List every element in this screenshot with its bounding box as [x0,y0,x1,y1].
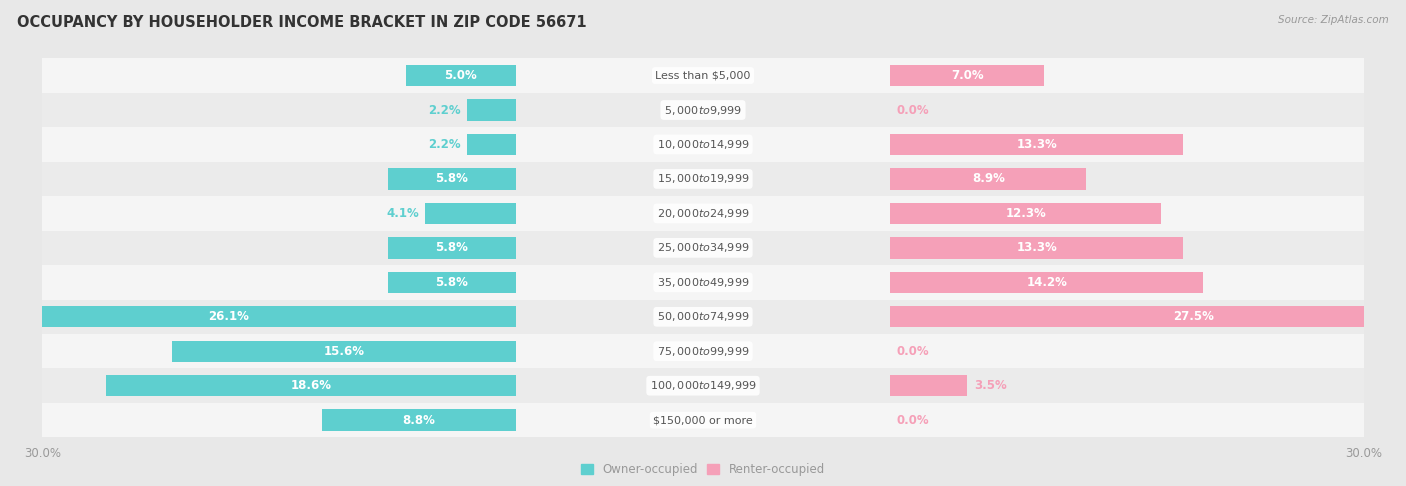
Text: 5.8%: 5.8% [436,276,468,289]
Bar [172,341,516,362]
Text: 12.3%: 12.3% [1005,207,1046,220]
Bar [42,93,1364,127]
Bar [42,162,1364,196]
Text: 27.5%: 27.5% [1173,310,1213,323]
Bar [42,196,1364,231]
Text: 18.6%: 18.6% [291,379,332,392]
Text: 7.0%: 7.0% [950,69,984,82]
Text: 13.3%: 13.3% [1017,242,1057,254]
Bar [42,368,1364,403]
Text: Source: ZipAtlas.com: Source: ZipAtlas.com [1278,15,1389,25]
Bar [42,265,1364,299]
Bar [890,306,1406,328]
Text: 4.1%: 4.1% [387,207,419,220]
Text: 8.8%: 8.8% [402,414,436,427]
Bar [467,134,516,155]
Text: 0.0%: 0.0% [897,104,929,117]
Bar [42,334,1364,368]
Text: 0.0%: 0.0% [897,414,929,427]
Bar [890,375,967,397]
Bar [322,410,516,431]
Text: $15,000 to $19,999: $15,000 to $19,999 [657,173,749,186]
Text: 3.5%: 3.5% [974,379,1007,392]
Text: $25,000 to $34,999: $25,000 to $34,999 [657,242,749,254]
Bar [890,65,1045,86]
Legend: Owner-occupied, Renter-occupied: Owner-occupied, Renter-occupied [576,458,830,481]
Text: $35,000 to $49,999: $35,000 to $49,999 [657,276,749,289]
Text: $10,000 to $14,999: $10,000 to $14,999 [657,138,749,151]
Bar [890,134,1184,155]
Text: 13.3%: 13.3% [1017,138,1057,151]
Text: Less than $5,000: Less than $5,000 [655,70,751,81]
Text: $5,000 to $9,999: $5,000 to $9,999 [664,104,742,117]
Text: OCCUPANCY BY HOUSEHOLDER INCOME BRACKET IN ZIP CODE 56671: OCCUPANCY BY HOUSEHOLDER INCOME BRACKET … [17,15,586,30]
Bar [890,237,1184,259]
Text: 26.1%: 26.1% [208,310,249,323]
Text: 2.2%: 2.2% [427,138,461,151]
Text: $75,000 to $99,999: $75,000 to $99,999 [657,345,749,358]
Text: 5.8%: 5.8% [436,242,468,254]
Bar [426,203,516,224]
Bar [42,403,1364,437]
Text: 8.9%: 8.9% [972,173,1005,186]
Bar [890,203,1161,224]
Bar [42,299,1364,334]
Text: 15.6%: 15.6% [323,345,364,358]
Text: 5.8%: 5.8% [436,173,468,186]
Bar [388,272,516,293]
Bar [105,375,516,397]
Bar [890,168,1087,190]
Text: $150,000 or more: $150,000 or more [654,415,752,425]
Text: $50,000 to $74,999: $50,000 to $74,999 [657,310,749,323]
Bar [890,272,1204,293]
Text: 14.2%: 14.2% [1026,276,1067,289]
Bar [388,237,516,259]
Bar [467,99,516,121]
Text: 2.2%: 2.2% [427,104,461,117]
Bar [42,231,1364,265]
Text: 0.0%: 0.0% [897,345,929,358]
Bar [42,127,1364,162]
Bar [405,65,516,86]
Text: 5.0%: 5.0% [444,69,477,82]
Bar [0,306,516,328]
Text: $100,000 to $149,999: $100,000 to $149,999 [650,379,756,392]
Bar [42,58,1364,93]
Bar [388,168,516,190]
Text: $20,000 to $24,999: $20,000 to $24,999 [657,207,749,220]
